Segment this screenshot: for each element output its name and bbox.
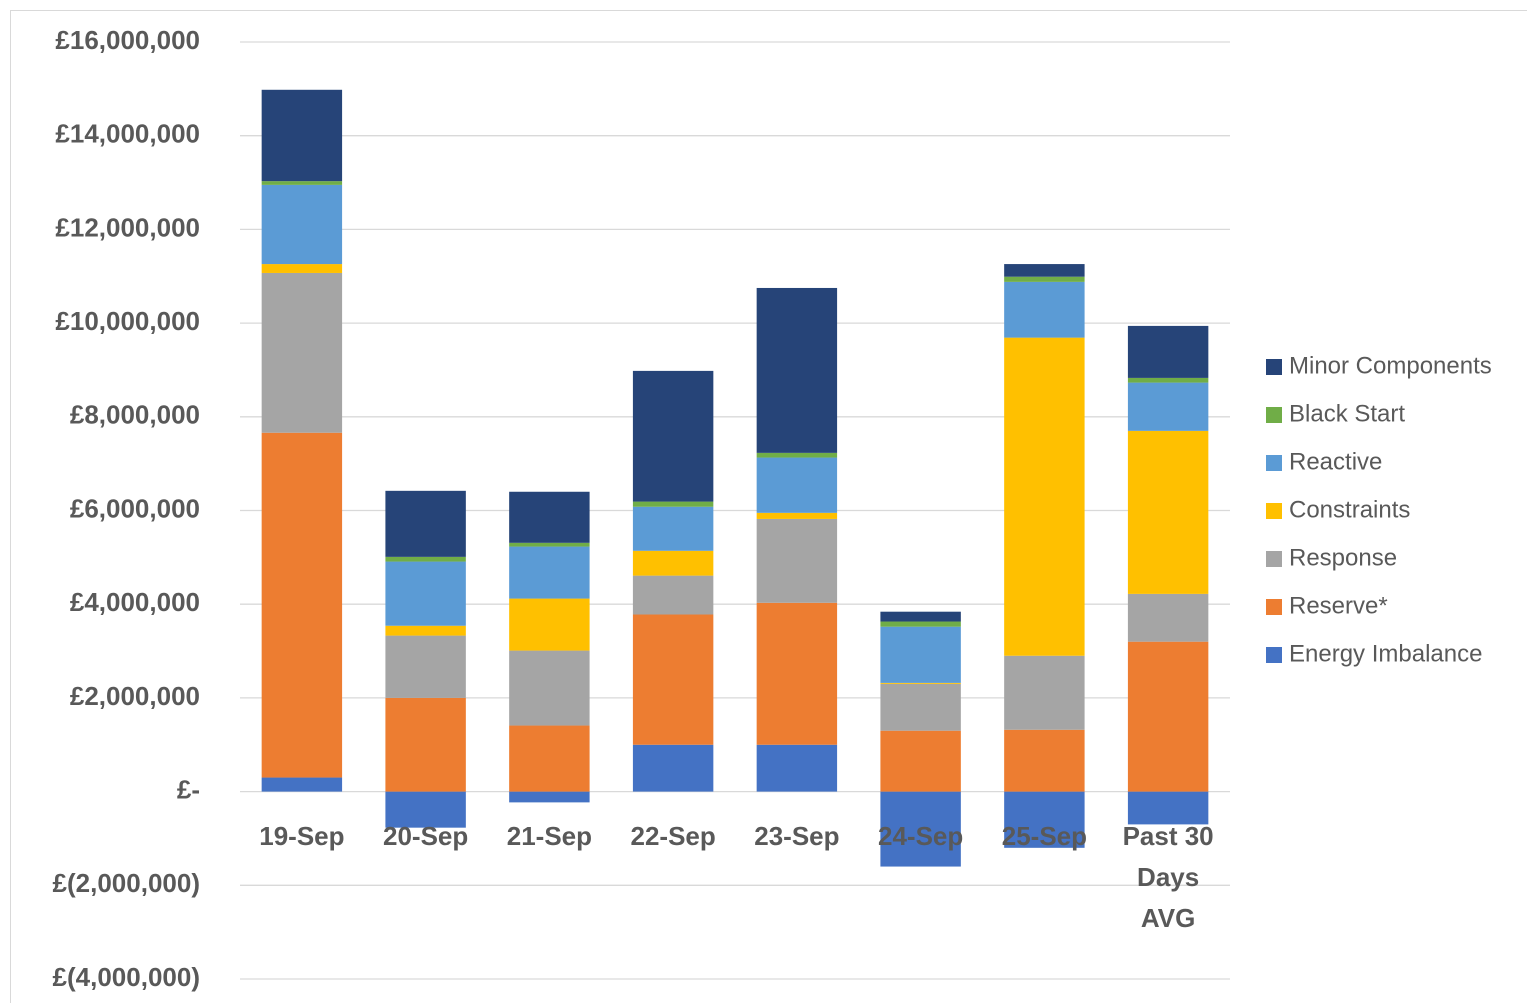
bar-segment [632,744,714,792]
bar-segment [261,264,343,273]
bar-segment [880,682,961,684]
bar-segment [261,272,343,433]
bar-segment [385,561,466,626]
bar-segment [261,89,343,182]
y-tick-label: £(2,000,000) [53,868,200,898]
bar-segment [509,650,590,726]
y-tick-label: £(4,000,000) [53,962,200,992]
bar-segment [880,626,961,683]
x-tick-label: Past 30 Days AVG [1122,821,1214,933]
bar-segment [1127,593,1209,642]
bar-segment [756,518,838,603]
y-tick-label: £10,000,000 [55,306,200,336]
legend-swatch [1266,407,1282,423]
bar-segment [509,546,590,599]
legend-label: Energy Imbalance [1289,640,1482,667]
x-tick-label: 24-Sep [877,821,964,851]
bar-segment [632,550,714,576]
bar-segment [1127,377,1209,383]
bar-segment [1004,276,1085,282]
legend-swatch [1266,647,1282,663]
bar-segment [261,432,343,778]
legend-swatch [1266,503,1282,519]
y-tick-label: £4,000,000 [70,587,200,617]
bar-segment [1004,337,1085,656]
x-tick-label: 23-Sep [754,821,840,851]
bar-segment [385,556,466,562]
bar-segment [756,457,838,513]
bar-segment [385,697,466,792]
bar-segment [1004,655,1085,730]
bar-segment [1127,325,1209,378]
bar-segment [509,598,590,651]
bar-segment [509,725,590,792]
bar-segment [756,287,838,453]
bar-segment [1127,382,1209,431]
y-tick-label: £8,000,000 [70,400,200,430]
legend-label: Constraints [1289,496,1410,523]
bar-segment [261,777,343,792]
bar-segment [385,490,466,557]
bar-segment [756,602,838,745]
bar-segment [880,683,961,731]
bar-segment [632,506,714,551]
x-tick-label: 19-Sep [259,821,345,851]
x-tick-label: 25-Sep [1001,821,1087,851]
bar-segment [756,512,838,519]
legend-swatch [1266,599,1282,615]
bar-segment [1004,791,1085,848]
bar-segment [509,542,590,547]
y-tick-label: £6,000,000 [70,493,200,523]
bar-segment [261,181,343,185]
bar-segment [385,791,466,828]
y-tick-label: £12,000,000 [55,212,200,242]
bar-segment [385,625,466,636]
x-tick-label: 22-Sep [630,821,716,851]
bar-segment [632,575,714,615]
bar-segment [1004,729,1085,792]
legend-label: Reserve* [1289,592,1388,619]
bar-segment [756,452,838,458]
bar-segment [632,370,714,502]
bar-segment [1127,791,1209,825]
bar-segment [509,491,590,543]
bar-segment [632,614,714,745]
x-tick-label: 20-Sep [382,821,469,851]
bar-segment [880,730,961,792]
bar-segment [632,501,714,507]
bar-segment [880,791,961,867]
y-tick-label: £16,000,000 [55,25,200,55]
bar-segment [1004,264,1085,277]
bar-segment [880,621,961,627]
bar-segment [385,635,466,698]
legend-label: Black Start [1289,400,1405,427]
legend-label: Reactive [1289,448,1382,475]
bar-segment [261,184,343,265]
bar-segment [509,791,590,803]
bar-segment [880,611,961,622]
y-tick-label: £- [177,774,200,804]
bar-segment [1004,281,1085,338]
legend-swatch [1266,359,1282,375]
y-tick-label: £14,000,000 [55,119,200,149]
bar-segment [1127,430,1209,594]
x-tick-label: 21-Sep [506,821,592,851]
y-tick-label: £2,000,000 [70,681,200,711]
chart-border [10,10,1527,1003]
legend-label: Minor Components [1289,352,1492,379]
legend-label: Response [1289,544,1397,571]
bar-segment [756,744,838,792]
bar-segment [1127,641,1209,792]
legend-swatch [1266,551,1282,567]
legend-swatch [1266,455,1282,471]
